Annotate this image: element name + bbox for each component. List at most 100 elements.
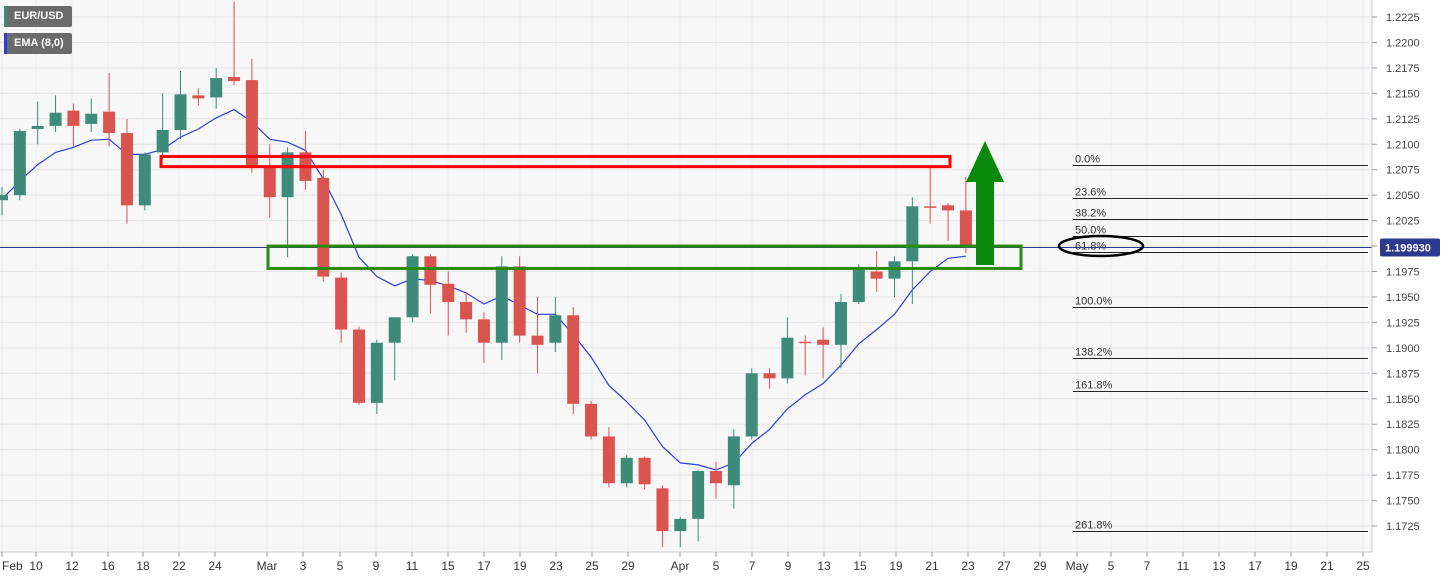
- x-tick-label: 25: [1356, 559, 1370, 573]
- candle-bullish: [210, 67, 223, 109]
- y-tick-label: 1.2100: [1386, 139, 1420, 151]
- x-tick-label: 27: [997, 559, 1011, 573]
- candle-bullish: [888, 256, 901, 297]
- y-tick-label: 1.1950: [1386, 292, 1420, 304]
- y-tick-label: 1.1725: [1386, 521, 1420, 533]
- fib-level-label: 50.0%: [1075, 225, 1106, 237]
- x-tick-label: 7: [749, 559, 756, 573]
- x-tick-label: 5: [713, 559, 720, 573]
- x-tick-label: 29: [621, 559, 635, 573]
- candle-body: [585, 403, 598, 437]
- candle-body: [959, 210, 972, 248]
- x-tick-label: 5: [337, 559, 344, 573]
- candle-body: [228, 77, 241, 82]
- x-tick-label: 9: [373, 559, 380, 573]
- candle-body: [656, 488, 669, 532]
- symbol-tag[interactable]: EUR/USD: [4, 6, 72, 27]
- candle-bearish: [567, 307, 580, 415]
- x-tick-label: 23: [961, 559, 975, 573]
- x-tick-label: 11: [406, 559, 419, 573]
- candle-bullish: [692, 470, 705, 542]
- x-tick-label: 17: [1248, 559, 1262, 573]
- candle-bearish: [192, 88, 205, 106]
- x-tick-label: 13: [1212, 559, 1226, 573]
- indicator-tag[interactable]: EMA (8,0): [4, 33, 72, 54]
- candle-bearish: [656, 485, 669, 548]
- candle-body: [156, 129, 169, 153]
- candle-bullish: [0, 187, 8, 216]
- fib-level-label: 38.2%: [1075, 208, 1106, 220]
- candle-bearish: [799, 335, 812, 376]
- x-tick-label: Feb: [2, 559, 23, 573]
- candle-body: [192, 95, 205, 99]
- candle-bullish: [834, 293, 847, 369]
- fibonacci-levels: 0.0% 23.6% 38.2% 50.0% 61.8% 100.0% 138.2% 161.…: [1073, 154, 1368, 532]
- candle-bullish: [906, 197, 919, 305]
- candle-bullish: [138, 152, 151, 211]
- candle-bullish: [156, 93, 169, 160]
- candle-body: [763, 373, 776, 379]
- x-tick-label: 22: [172, 559, 186, 573]
- candle-bullish: [727, 429, 740, 509]
- candle-body: [799, 341, 812, 344]
- candle-bullish: [549, 296, 562, 352]
- candle-bullish: [495, 256, 508, 361]
- candlestick-series[interactable]: [0, 1, 972, 548]
- candle-bullish: [388, 317, 401, 381]
- candle-bearish: [103, 72, 116, 147]
- candle-bullish: [31, 101, 44, 145]
- y-axis-ticks: 1.1725 1.1750 1.1775 1.1800 1.1825 1.1850 1.18…: [1372, 12, 1420, 533]
- candle-bullish: [406, 254, 419, 323]
- candle-bearish: [317, 169, 330, 282]
- candle-body: [620, 457, 633, 484]
- time-axis[interactable]: [0, 552, 1372, 576]
- x-tick-label: 18: [136, 559, 150, 573]
- fib-level-label: 138.2%: [1075, 347, 1113, 359]
- y-tick-label: 1.1925: [1386, 317, 1420, 329]
- candle-body: [906, 206, 919, 262]
- price-label-bg: [1380, 238, 1440, 257]
- candle-body: [49, 112, 62, 126]
- y-tick-label: 1.2125: [1386, 114, 1420, 126]
- candle-body: [67, 110, 80, 126]
- candle-body: [103, 111, 116, 134]
- candle-body: [781, 337, 794, 379]
- candle-body: [13, 131, 26, 196]
- candle-bearish: [870, 251, 883, 292]
- candle-bearish: [513, 256, 526, 343]
- candle-body: [245, 80, 258, 166]
- annotations: [159, 141, 1145, 270]
- candle-body: [85, 113, 98, 124]
- candle-bearish: [710, 461, 722, 499]
- fib-618-highlight-ellipse: [1057, 234, 1145, 258]
- x-tick-label: 11: [1177, 559, 1190, 573]
- y-tick-label: 1.2075: [1386, 165, 1420, 177]
- candle-body: [638, 457, 651, 485]
- x-tick-label: 19: [1284, 559, 1298, 573]
- candle-bullish: [174, 70, 187, 140]
- candle-bearish: [353, 326, 365, 405]
- y-tick-label: 1.1800: [1386, 445, 1420, 457]
- candle-body: [602, 436, 615, 484]
- candle-body: [442, 283, 455, 303]
- current-price-label: 1.199930: [1380, 238, 1440, 257]
- fib-level-label: 23.6%: [1075, 187, 1106, 199]
- price-axis[interactable]: [1372, 0, 1450, 576]
- bullish-arrow: [966, 141, 1004, 265]
- candle-body: [745, 373, 758, 437]
- candle-body: [513, 266, 526, 336]
- x-tick-label: 21: [1320, 559, 1334, 573]
- x-tick-label: 23: [549, 559, 563, 573]
- candle-bearish: [531, 296, 544, 374]
- candle-bullish: [13, 128, 26, 201]
- x-tick-label: 24: [208, 559, 222, 573]
- y-tick-label: 1.1825: [1386, 419, 1420, 431]
- plot-background: [0, 0, 1372, 552]
- x-tick-label: 7: [1144, 559, 1151, 573]
- candle-bearish: [477, 312, 490, 364]
- x-tick-label: 19: [889, 559, 903, 573]
- y-tick-label: 1.2150: [1386, 88, 1420, 100]
- candle-body: [335, 277, 348, 330]
- candle-body: [549, 315, 562, 343]
